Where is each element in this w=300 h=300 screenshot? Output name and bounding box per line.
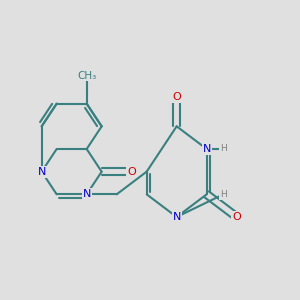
Text: O: O	[232, 212, 241, 222]
Text: O: O	[172, 92, 181, 102]
Text: N: N	[172, 212, 181, 222]
Text: N: N	[82, 189, 91, 199]
Text: O: O	[127, 167, 136, 177]
Text: CH₃: CH₃	[77, 71, 96, 81]
Text: H: H	[220, 190, 227, 199]
Text: N: N	[38, 167, 46, 177]
Text: H: H	[220, 145, 227, 154]
Text: N: N	[202, 144, 211, 154]
